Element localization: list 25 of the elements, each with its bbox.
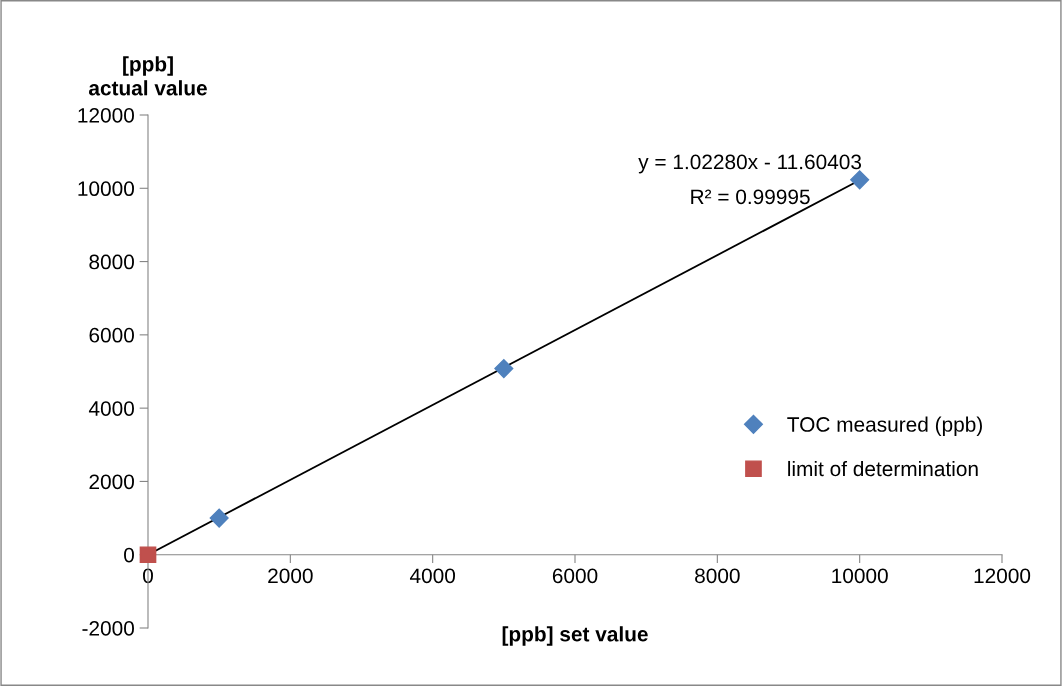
y-tick-label: 4000: [88, 401, 134, 416]
x-tick-label: 10000: [832, 568, 888, 584]
y-tick-label: -2000: [82, 621, 134, 636]
y-tick-label: 8000: [89, 254, 134, 270]
y-tick-label: 2000: [89, 474, 134, 490]
x-tick-label: 4000: [409, 568, 456, 584]
y-tick-label: 0: [124, 547, 134, 563]
x-tick-label: 8000: [695, 568, 740, 584]
point: [209, 508, 229, 528]
point: [850, 170, 870, 190]
legend-label: TOC measured (ppb): [787, 416, 982, 436]
x-tick-label: 2000: [268, 568, 313, 584]
y-tick-label: 6000: [89, 327, 134, 343]
x-tick-label: 12000: [974, 568, 1031, 584]
x-axis-title: [ppb] set value: [502, 626, 648, 646]
x-tick-label: 0: [143, 568, 153, 584]
legend-label: limit of determination: [788, 460, 978, 477]
annotation: R² = 0.99995: [691, 189, 810, 205]
point: [494, 359, 514, 379]
y-axis-title: [ppb] actual value: [88, 56, 207, 96]
y-tick-label: 10000: [78, 181, 134, 197]
x-tick-label: 6000: [552, 568, 598, 584]
annotation: y = 1.02280x - 11.60403: [638, 154, 862, 174]
y-tick-label: 12000: [78, 108, 134, 123]
point: [139, 546, 157, 564]
